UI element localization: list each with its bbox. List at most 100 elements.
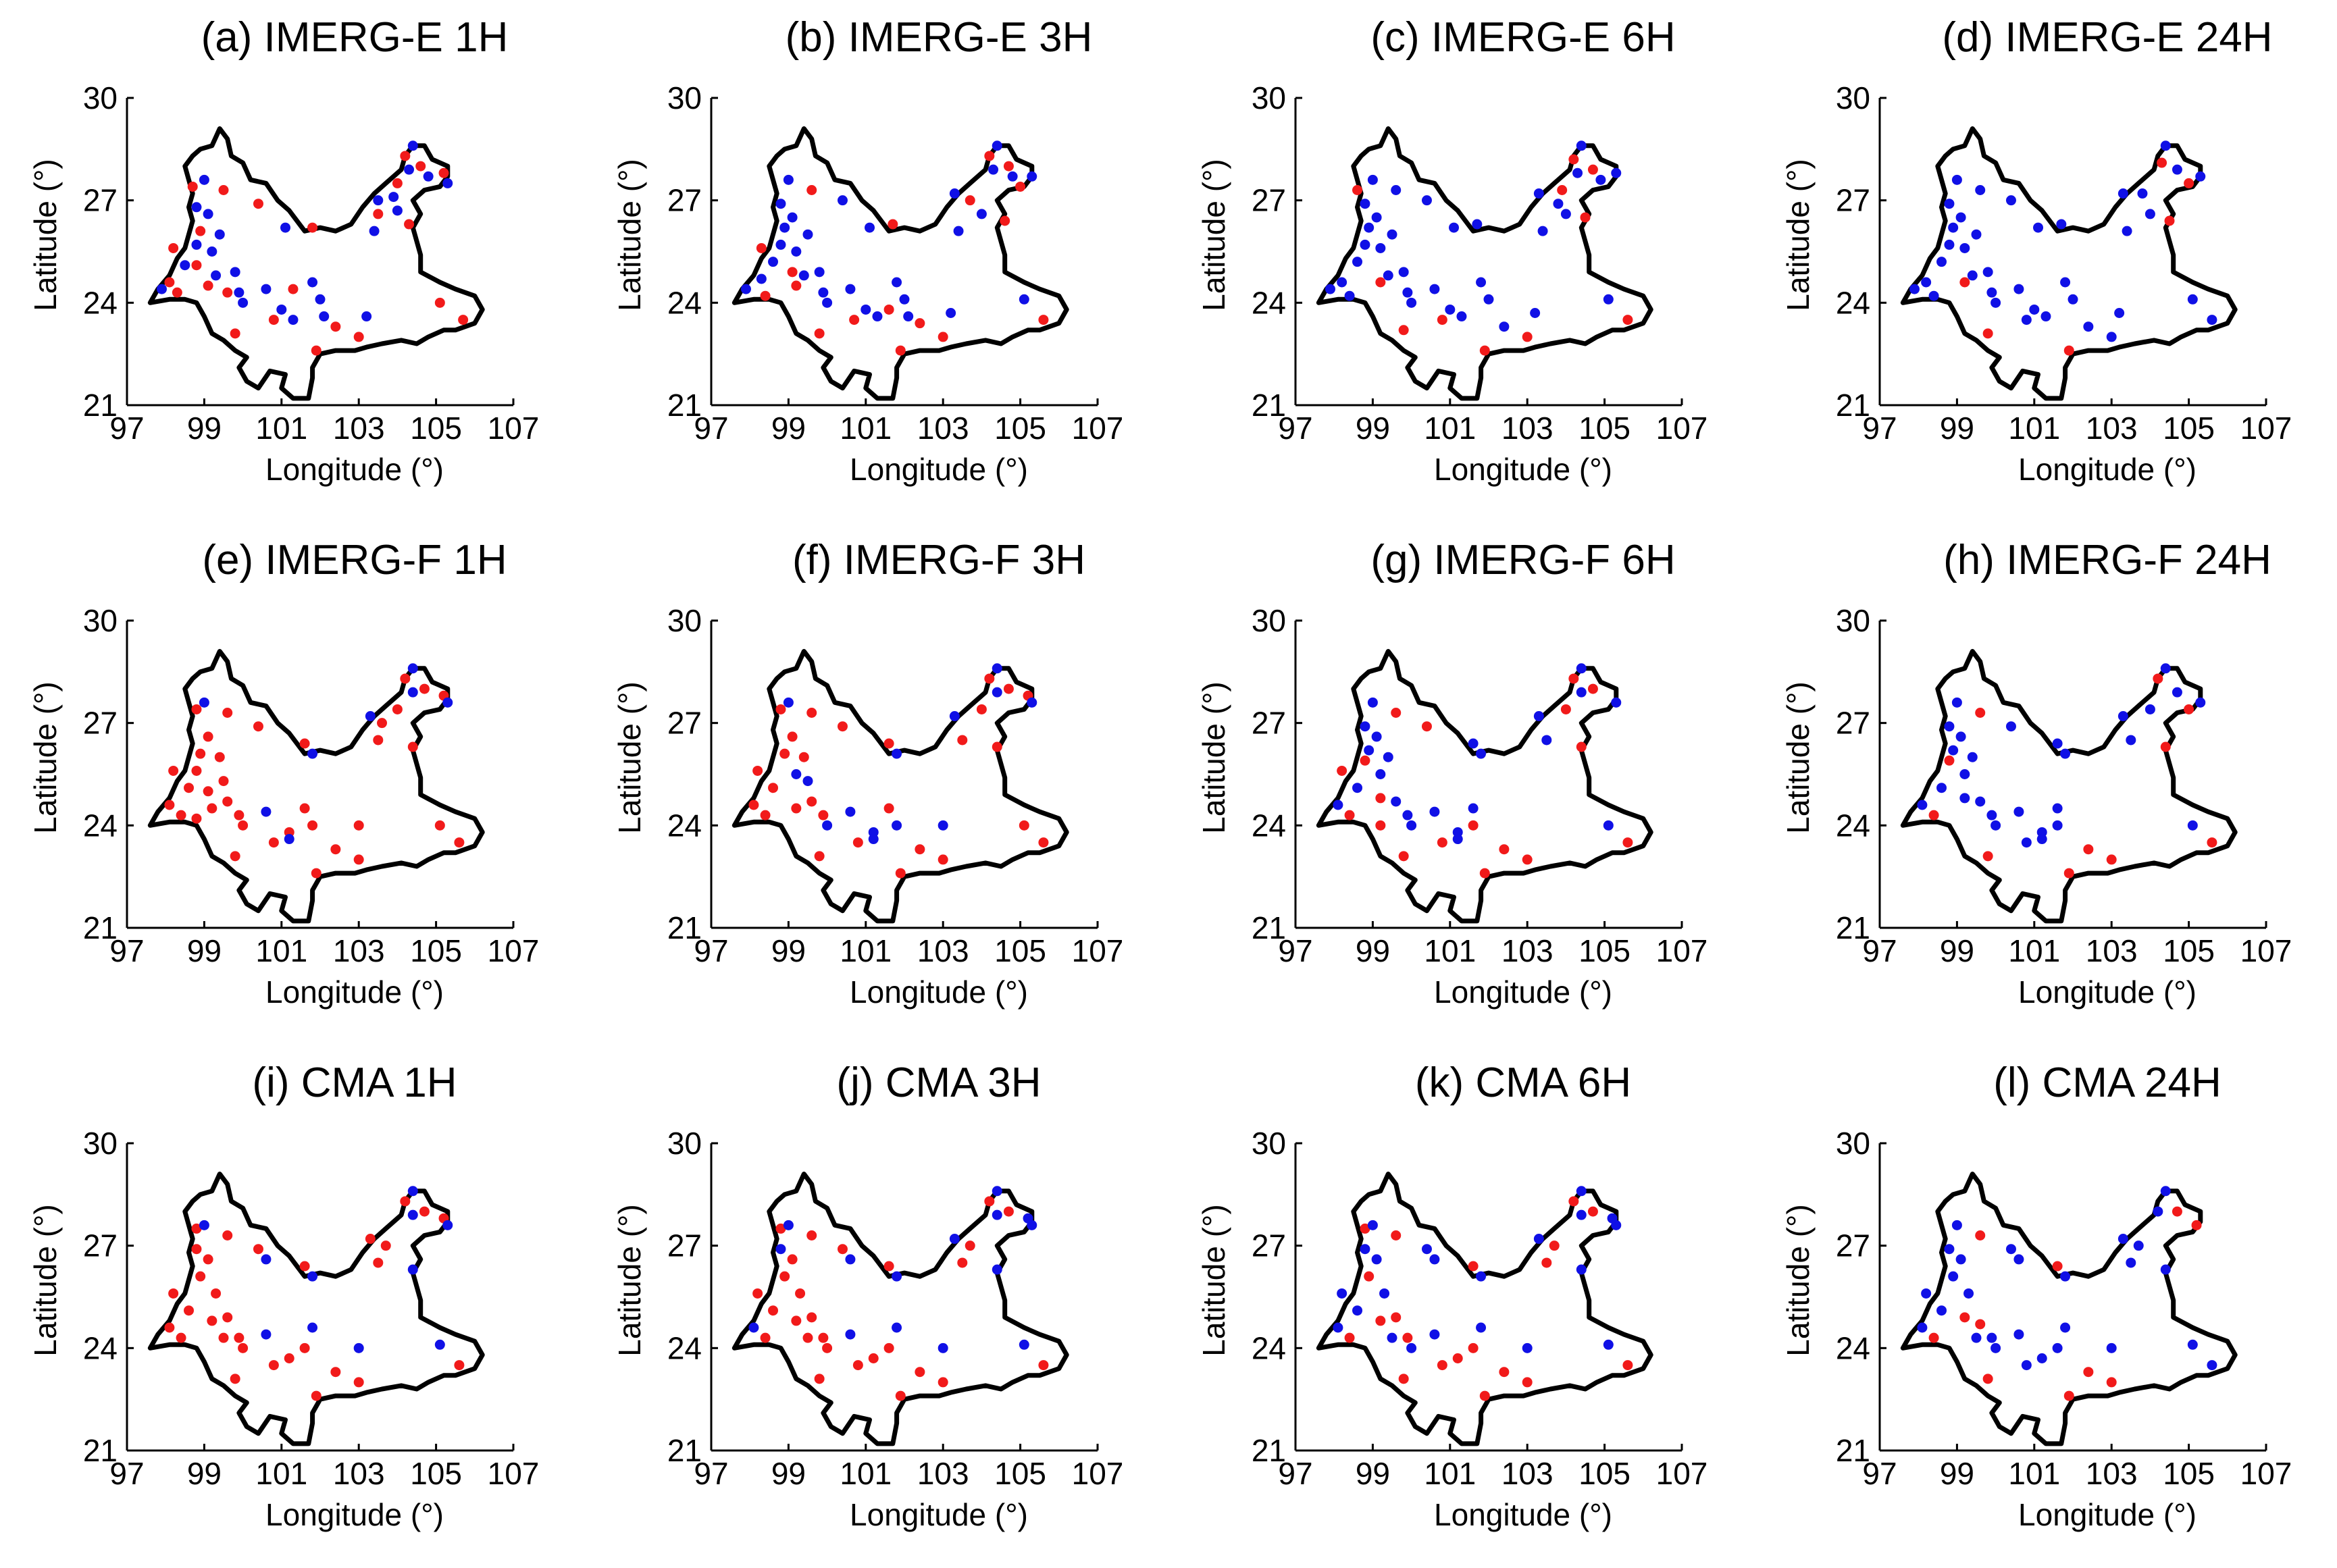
plot-svg: 97 99 101 103 105 107 21 24 27 30 <box>1836 603 2292 968</box>
station-point-blue <box>2013 806 2024 817</box>
station-point-blue <box>214 229 225 240</box>
station-point-red <box>1928 810 1939 820</box>
station-point-red <box>176 1332 186 1343</box>
station-point-red <box>1580 212 1591 223</box>
station-point-blue <box>992 1209 1002 1220</box>
station-point-blue <box>407 663 418 674</box>
station-point-blue <box>938 1342 948 1353</box>
station-point-blue <box>1975 796 1986 807</box>
station-point-red <box>1587 683 1598 694</box>
station-point-red <box>895 1390 906 1401</box>
station-point-red <box>454 837 465 848</box>
plot-svg: 97 99 101 103 105 107 21 24 27 30 <box>1252 603 1708 968</box>
station-point-blue <box>988 164 999 175</box>
station-point-red <box>218 185 229 195</box>
y-tick-label: 24 <box>83 808 118 843</box>
station-point-red <box>752 1288 763 1299</box>
station-point-blue <box>775 199 786 209</box>
y-tick-label: 30 <box>667 603 702 638</box>
x-tick-label: 99 <box>1940 1456 1974 1491</box>
station-point-red <box>1364 1271 1375 1282</box>
station-point-blue <box>1476 277 1487 288</box>
station-point-red <box>1541 1257 1552 1268</box>
station-point-blue <box>783 174 794 185</box>
panel-b: (b) IMERG-E 3H Longitude (°) Latitude (°) 9… <box>584 0 1168 523</box>
station-point-red <box>938 854 948 865</box>
station-point-blue <box>373 195 384 206</box>
station-point-blue <box>2207 1360 2217 1371</box>
station-point-red <box>253 199 263 209</box>
province-boundary <box>1900 649 2238 924</box>
station-point-red <box>1982 851 1993 862</box>
station-point-blue <box>1975 185 1986 195</box>
y-tick-label: 21 <box>83 1433 118 1468</box>
station-point-blue <box>2005 195 2016 206</box>
plot-svg: 97 99 101 103 105 107 21 24 27 30 <box>667 80 1124 446</box>
station-point-blue <box>2021 837 2032 848</box>
station-point-blue <box>837 195 848 206</box>
station-point-blue <box>1406 1342 1417 1353</box>
station-point-red <box>330 321 341 332</box>
station-point-red <box>1391 708 1402 718</box>
station-point-red <box>984 673 995 684</box>
station-point-red <box>184 1305 195 1316</box>
station-point-blue <box>1476 748 1487 759</box>
station-point-blue <box>1398 267 1409 278</box>
station-point-red <box>1499 1367 1510 1378</box>
station-point-red <box>230 328 240 339</box>
x-tick-label: 99 <box>1940 411 1974 446</box>
station-point-blue <box>1371 1254 1382 1265</box>
station-point-blue <box>1019 1339 1029 1350</box>
station-point-blue <box>802 776 813 787</box>
station-point-blue <box>775 1244 786 1255</box>
station-point-blue <box>353 1342 364 1353</box>
station-point-red <box>1437 837 1447 848</box>
station-point-red <box>1622 837 1633 848</box>
station-point-red <box>2052 1261 2063 1272</box>
y-tick-label: 21 <box>667 388 702 423</box>
station-point-red <box>818 1332 829 1343</box>
panel-title: (a) IMERG-E 1H <box>201 14 509 61</box>
station-point-blue <box>2106 332 2117 342</box>
station-point-red <box>787 267 798 278</box>
station-point-blue <box>2060 277 2071 288</box>
station-point-blue <box>2021 1360 2032 1371</box>
station-point-red <box>238 1342 249 1353</box>
panel-e: (e) IMERG-F 1H Longitude (°) Latitude (°) 9… <box>0 523 584 1045</box>
station-point-red <box>2184 178 2194 188</box>
station-point-blue <box>892 1322 902 1333</box>
station-point-blue <box>1951 174 1962 185</box>
station-point-red <box>984 151 995 161</box>
station-point-blue <box>1576 140 1587 151</box>
panel-title: (h) IMERG-F 24H <box>1943 537 2271 583</box>
x-tick-label: 99 <box>1356 411 1390 446</box>
station-point-red <box>330 1367 341 1378</box>
station-point-blue <box>1337 1288 1347 1299</box>
province-boundary <box>147 649 485 924</box>
station-point-blue <box>791 246 802 257</box>
station-point-blue <box>1406 820 1417 831</box>
x-tick-label: 101 <box>2008 1456 2060 1491</box>
station-point-red <box>1549 1240 1560 1251</box>
station-point-red <box>837 721 848 732</box>
station-point-blue <box>2083 321 2094 332</box>
station-point-red <box>2063 868 2074 879</box>
station-point-blue <box>2036 1353 2047 1363</box>
station-point-blue <box>280 222 291 233</box>
station-point-blue <box>199 174 209 185</box>
station-point-red <box>1468 1261 1479 1272</box>
station-point-blue <box>1986 810 1997 820</box>
station-point-red <box>1944 755 1955 766</box>
station-point-blue <box>2172 164 2182 175</box>
station-point-red <box>164 800 175 810</box>
station-point-blue <box>1019 294 1029 305</box>
station-point-blue <box>1367 1220 1378 1230</box>
station-point-blue <box>442 178 453 188</box>
station-point-red <box>888 219 898 230</box>
station-point-red <box>311 1390 322 1401</box>
station-point-red <box>1003 1206 1014 1217</box>
x-tick-label: 101 <box>2008 933 2060 968</box>
station-point-blue <box>1391 185 1402 195</box>
station-point-blue <box>953 226 964 236</box>
station-point-red <box>373 209 384 219</box>
